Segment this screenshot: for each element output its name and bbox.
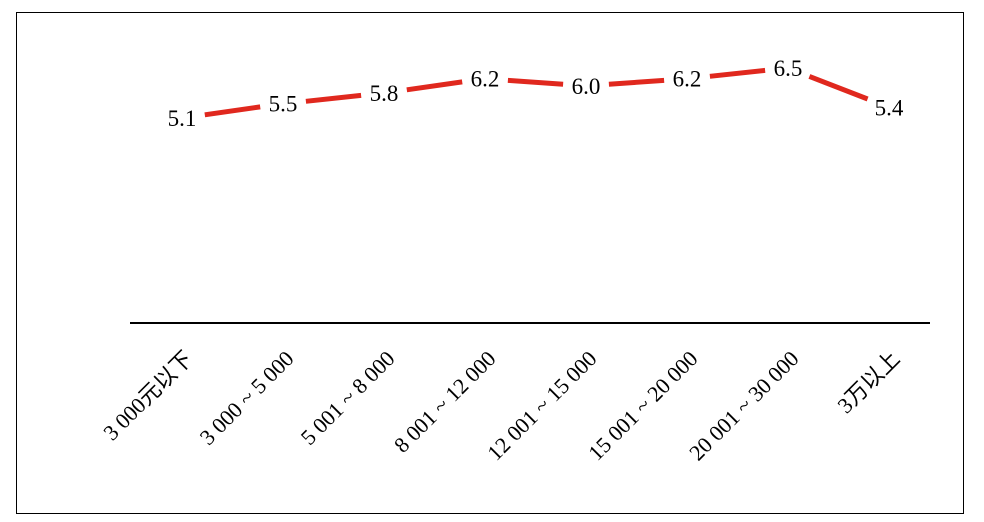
chart-frame (16, 12, 964, 514)
series-line-segment (507, 77, 564, 87)
data-label: 6.2 (673, 67, 702, 92)
data-label: 5.4 (875, 95, 904, 120)
series-line-group (204, 67, 869, 118)
data-label: 6.5 (774, 56, 803, 81)
x-tick-label: 5 001 ~ 8 000 (296, 346, 400, 450)
series-line-segment (406, 79, 463, 93)
x-tick-label: 3万以上 (832, 346, 904, 418)
series-line-segment (204, 104, 261, 118)
x-tick-label: 8 001 ~ 12 000 (389, 346, 501, 458)
data-label-group: 5.1 5.5 5.8 6.2 6.0 6.2 6.5 5.4 (168, 56, 904, 131)
data-label: 5.8 (370, 81, 399, 106)
data-label: 6.2 (471, 67, 500, 92)
series-line-segment (305, 92, 362, 104)
data-label: 5.5 (269, 92, 298, 117)
series-line-segment (808, 74, 869, 102)
series-line-segment (709, 67, 766, 79)
data-label: 5.1 (168, 106, 197, 131)
x-tick-label: 3 000元以下 (98, 346, 197, 445)
series-line-segment (608, 77, 665, 87)
data-label: 6.0 (572, 74, 601, 99)
x-tick-label: 3 000 ~ 5 000 (195, 346, 299, 450)
